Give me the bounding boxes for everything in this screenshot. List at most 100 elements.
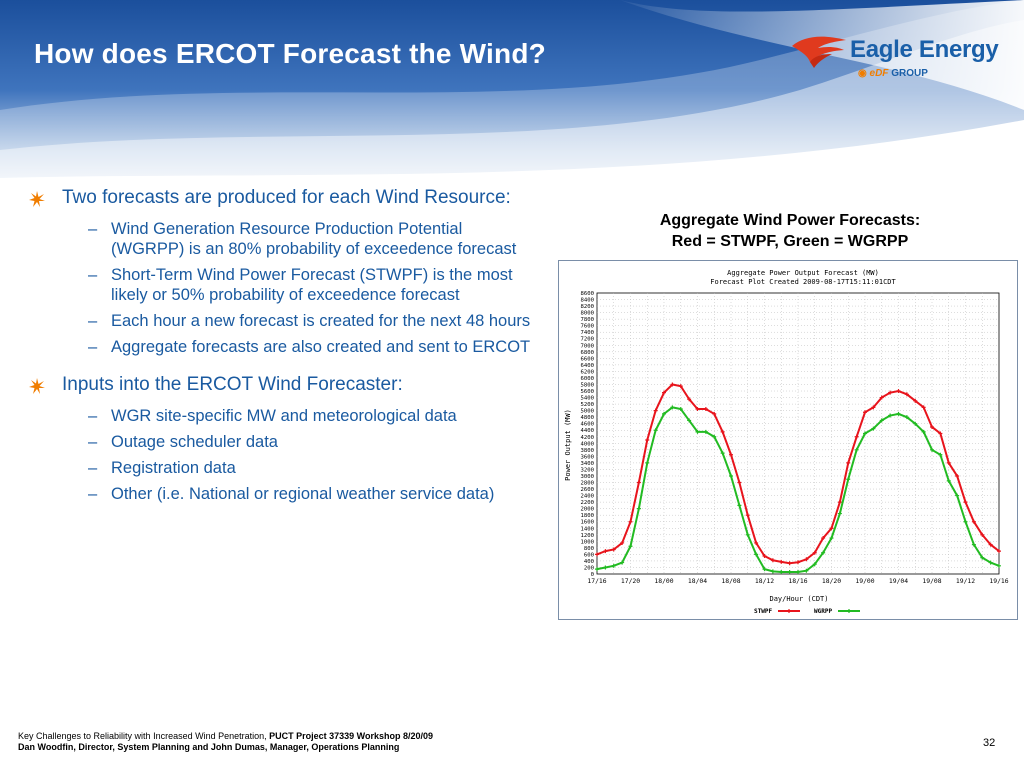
caption-line-2: Red = STWPF, Green = WGRPP [671,233,909,250]
data-point [938,431,943,436]
x-tick-label: 17/16 [587,577,606,585]
y-tick-label: 2600 [581,487,594,493]
y-tick-label: 1800 [581,513,594,519]
data-point [829,526,834,531]
sub-item-text: Aggregate forecasts are also created and… [111,338,531,356]
y-tick-label: 600 [584,552,594,558]
sub-list: – Wind Generation Resource Production Pot… [28,219,538,357]
chart-x-label: Day/Hour (CDT) [769,595,828,603]
x-tick-label: 19/16 [989,577,1008,585]
data-point [812,562,817,567]
y-tick-label: 6400 [581,363,594,369]
data-point [846,477,851,482]
data-point [611,547,616,552]
y-tick-label: 1400 [581,526,594,532]
data-point [595,567,599,572]
data-point [754,540,759,545]
data-point [620,560,625,565]
sub-item: – Registration data [88,459,236,477]
y-tick-label: 4200 [581,435,594,441]
data-point [980,532,985,537]
data-point [695,406,700,411]
x-tick-label: 18/00 [654,577,673,585]
y-tick-label: 3800 [581,448,594,454]
legend-label: STWPF [754,608,772,615]
page-number: 32 [983,737,996,749]
data-point [946,460,951,465]
data-point [720,429,725,434]
data-point [662,390,666,395]
sub-list: – WGR site-specific MW and meteorological… [28,406,538,504]
data-point [628,519,633,524]
data-point [930,447,934,452]
data-point [770,569,775,574]
data-point [603,549,608,554]
data-point [997,549,1001,554]
bullet-star-icon [29,378,45,394]
data-point [804,557,809,562]
y-tick-label: 7200 [581,337,594,343]
sub-item-text: Other (i.e. National or regional weather… [111,485,495,503]
data-point [971,542,976,547]
data-point [938,452,943,457]
data-point [662,411,666,416]
y-tick-label: 4400 [581,428,594,434]
data-point [988,560,993,565]
data-point [997,563,1001,568]
x-tick-label: 18/04 [688,577,707,585]
data-point [980,555,985,560]
data-point [955,473,960,478]
y-tick-label: 800 [584,546,594,552]
data-point [687,418,692,423]
y-tick-label: 8400 [581,298,594,304]
data-point [821,536,826,541]
footer-project: PUCT Project 37339 Workshop 8/20/09 [269,731,434,741]
forecast-chart: Aggregate Power Output Forecast (MW) For… [558,260,1018,620]
footer-topic: Key Challenges to Reliability with Incre… [18,731,270,741]
sub-item: – Wind Generation Resource Production Pot… [88,220,517,258]
data-point [611,563,616,568]
data-point [971,519,976,524]
footer-line-2: Dan Woodfin, Director, System Planning a… [18,742,433,753]
data-point [955,493,960,498]
data-point [896,411,901,416]
eagle-energy-logo: Eagle Energy ◉ eDF GROUP [788,28,1003,88]
y-tick-label: 2800 [581,481,594,487]
y-tick-label: 6800 [581,350,594,356]
sub-item-text: Wind Generation Resource Production Pote… [111,220,517,258]
y-tick-label: 4600 [581,422,594,428]
y-tick-label: 8600 [581,291,594,297]
y-tick-label: 4800 [581,415,594,421]
y-tick-label: 1200 [581,533,594,539]
y-tick-label: 1600 [581,520,594,526]
y-tick-label: 0 [591,572,594,578]
data-point [678,384,683,389]
data-point [695,429,700,434]
data-point [863,431,867,436]
data-point [620,540,625,545]
legend-marker [787,609,791,613]
data-point [837,511,842,516]
y-tick-label: 5600 [581,389,594,395]
footer-line-1: Key Challenges to Reliability with Incre… [18,731,433,742]
legend-label: WGRPP [814,608,832,615]
sub-item-text: Short-Term Wind Power Forecast (STWPF) i… [111,266,513,304]
data-point [888,413,893,418]
data-point [745,513,750,518]
x-tick-label: 17/20 [621,577,640,585]
data-point [837,500,842,505]
data-point [904,392,909,397]
x-tick-label: 18/20 [822,577,841,585]
data-point [879,418,884,423]
y-tick-label: 6600 [581,356,594,362]
y-tick-label: 2200 [581,500,594,506]
footer: Key Challenges to Reliability with Incre… [18,731,433,753]
data-point [645,438,650,443]
data-point [854,447,859,452]
data-point [678,406,683,411]
eagle-icon [792,36,846,68]
footer-presenters: Dan Woodfin, Director, System Planning a… [18,742,400,752]
data-point [913,398,918,403]
y-tick-label: 1000 [581,539,594,545]
data-point [796,570,800,575]
